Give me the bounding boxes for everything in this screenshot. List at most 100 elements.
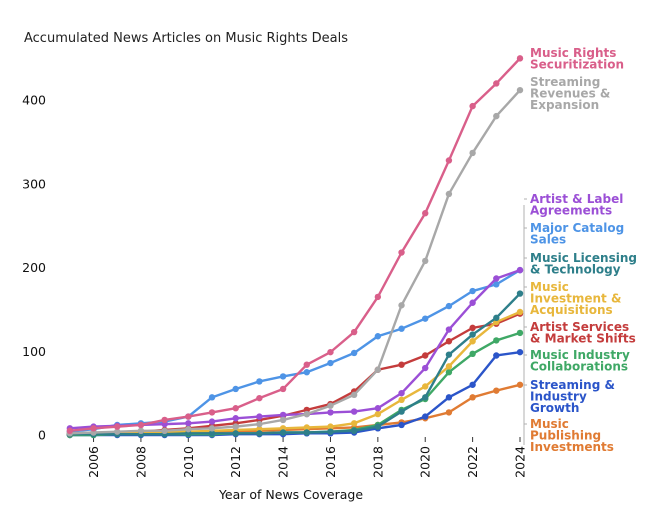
x-tick-label: 2014 — [276, 446, 291, 478]
legend-label-line: Music Rights — [530, 46, 616, 60]
data-point — [469, 299, 476, 306]
legend-label: Music Licensing & Technology — [530, 251, 637, 277]
legend-label-line: Acquisitions — [530, 303, 613, 317]
series-0 — [66, 55, 524, 435]
data-point — [279, 373, 287, 380]
data-point — [303, 361, 310, 368]
data-point — [279, 411, 287, 419]
legend-label-line: & Technology — [530, 263, 621, 277]
data-point — [445, 409, 453, 416]
x-axis-title: Year of News Coverage — [218, 487, 363, 502]
y-tick-label: 0 — [38, 428, 46, 443]
y-tick-label: 100 — [22, 344, 46, 359]
data-point — [445, 302, 453, 310]
data-point — [161, 416, 168, 424]
x-tick-label: 2024 — [513, 446, 528, 478]
legend-label-line: Music — [530, 417, 569, 431]
data-point — [350, 420, 358, 427]
series-line — [68, 268, 522, 430]
data-point — [185, 413, 192, 420]
data-point — [398, 396, 405, 404]
data-point — [469, 287, 476, 295]
data-point — [208, 409, 216, 416]
data-point — [516, 290, 524, 297]
legend-label: Streaming & Industry Growth — [530, 378, 615, 415]
data-point — [256, 413, 263, 420]
legend-label-line: Revenues & — [530, 87, 610, 101]
data-point — [422, 315, 429, 322]
y-tick-label: 400 — [22, 93, 46, 108]
data-point — [208, 425, 216, 432]
data-point — [445, 394, 453, 401]
data-point — [114, 428, 121, 435]
chart-title: Accumulated News Articles on Music Right… — [24, 31, 348, 46]
data-point — [374, 405, 382, 412]
data-point — [374, 293, 382, 301]
data-point — [422, 383, 429, 390]
data-point — [469, 350, 476, 358]
data-point — [279, 416, 287, 424]
data-point — [185, 420, 192, 427]
data-point — [422, 364, 429, 372]
data-point — [350, 391, 358, 399]
data-point — [232, 405, 239, 412]
data-point — [232, 415, 239, 422]
data-point — [516, 381, 524, 388]
legend: Music Rights Securitization Streaming Reven… — [523, 46, 637, 454]
y-tick-label: 300 — [22, 176, 46, 191]
data-point — [327, 348, 334, 356]
legend-label-line: Investments — [530, 440, 614, 454]
legend-label: Music Rights Securitization — [530, 46, 624, 72]
data-point — [185, 425, 192, 433]
x-tick-label: 2018 — [370, 446, 385, 478]
data-point — [445, 190, 453, 198]
series-line — [68, 57, 522, 433]
data-point — [303, 410, 310, 418]
series-line — [68, 88, 522, 435]
data-point — [469, 102, 476, 110]
data-point — [493, 352, 500, 359]
data-point — [398, 249, 405, 256]
data-point — [516, 266, 524, 274]
data-point — [90, 425, 97, 432]
legend-label-line: Music Licensing — [530, 251, 637, 265]
data-point — [469, 331, 476, 338]
legend-label-line: Streaming & — [530, 378, 615, 392]
data-point — [232, 385, 239, 393]
data-point — [445, 338, 453, 345]
data-point — [445, 351, 453, 358]
data-point — [398, 325, 405, 332]
data-point — [161, 427, 168, 435]
x-tick-label: 2008 — [133, 446, 148, 478]
data-point — [493, 281, 500, 288]
data-point — [327, 359, 334, 367]
data-point — [303, 424, 310, 431]
data-point — [469, 394, 476, 401]
data-point — [493, 112, 500, 120]
legend-label-line: Sales — [530, 233, 566, 247]
data-point — [516, 308, 524, 316]
legend-label-line: Artist Services — [530, 320, 629, 334]
legend-label: Artist & Label Agreements — [530, 192, 623, 218]
legend-label: Music Industry Collaborations — [530, 348, 630, 374]
legend-label-line: Publishing — [530, 429, 601, 443]
data-point — [469, 149, 476, 157]
x-tick-label: 2006 — [86, 446, 101, 478]
y-tick-label: 200 — [22, 260, 46, 275]
data-point — [374, 366, 382, 373]
x-tick-label: 2022 — [465, 446, 480, 478]
data-point — [493, 275, 500, 282]
data-point — [516, 86, 524, 94]
legend-label-line: Collaborations — [530, 360, 628, 374]
data-point — [350, 328, 358, 336]
data-point — [422, 210, 429, 217]
data-point — [256, 430, 263, 437]
data-point — [256, 420, 263, 428]
data-point — [469, 338, 476, 345]
data-point — [398, 361, 405, 368]
legend-label-line: Streaming — [530, 75, 600, 89]
data-point — [327, 409, 334, 416]
legend-label: Music Investment & Acquisitions — [530, 280, 621, 317]
